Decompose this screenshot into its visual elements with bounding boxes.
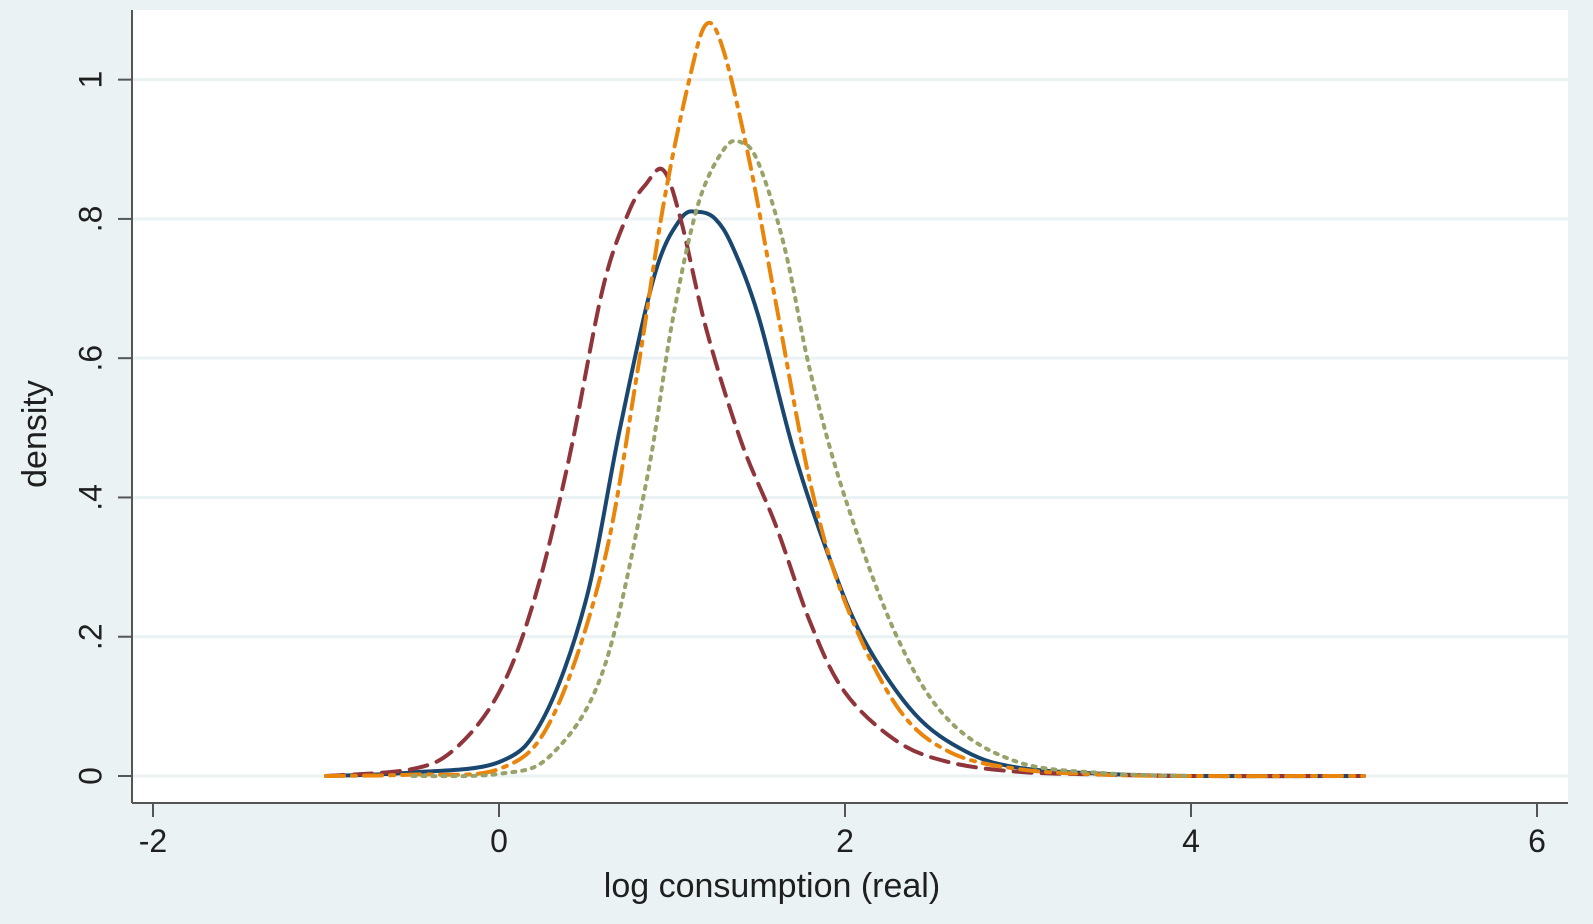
y-tick-label-1: .2: [72, 623, 108, 650]
y-tick-label-3: .6: [72, 345, 108, 372]
y-ticks: 0 .2 .4 .6 .8 1: [72, 71, 132, 785]
x-axis-title: log consumption (real): [604, 867, 940, 905]
y-tick-label-0: 0: [72, 767, 108, 785]
series-line-3: [410, 138, 1193, 779]
x-ticks: -2 0 2 4 6: [139, 803, 1546, 859]
y-tick-label-2: .4: [72, 484, 108, 511]
series-line-1: [324, 166, 1366, 779]
series-line-0: [324, 209, 1366, 779]
plot-area: [132, 10, 1568, 803]
series-line-2: [324, 20, 1366, 779]
series-layer: [324, 20, 1366, 779]
y-tick-label-4: .8: [72, 206, 108, 233]
x-tick-label-2: 2: [836, 823, 854, 859]
x-tick-label-1: 0: [490, 823, 508, 859]
y-tick-label-5: 1: [72, 71, 108, 89]
x-tick-label-3: 4: [1182, 823, 1200, 859]
y-axis-title: density: [16, 380, 54, 488]
x-tick-label-4: 6: [1528, 823, 1546, 859]
x-tick-label-0: -2: [139, 823, 167, 859]
